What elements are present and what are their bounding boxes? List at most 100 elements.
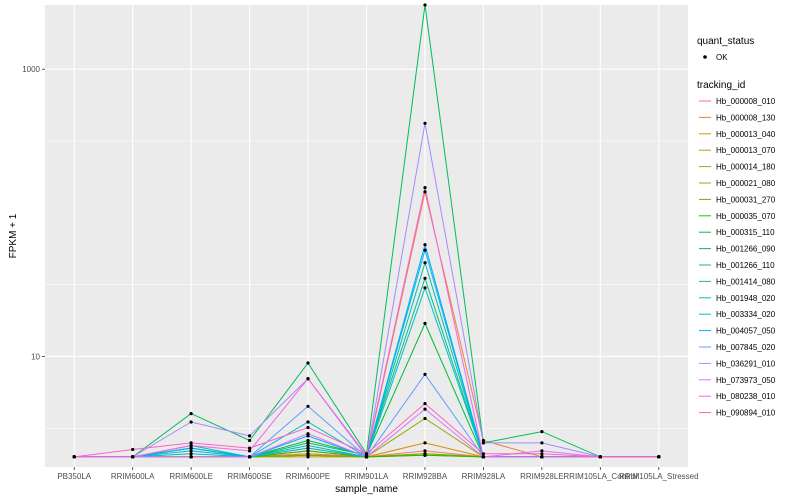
x-tick-label: PB350LA <box>57 472 91 481</box>
legend-label: Hb_000013_040 <box>716 130 776 139</box>
data-point <box>189 443 193 448</box>
data-point <box>423 3 427 7</box>
data-point <box>248 438 252 443</box>
data-point <box>423 441 427 445</box>
legend-item: Hb_000035_070 <box>699 212 776 221</box>
data-point <box>423 186 427 190</box>
data-point <box>598 455 602 459</box>
legend-label: Hb_003334_020 <box>716 310 776 319</box>
x-tick-label: RRIM105LA_Stressed <box>619 472 699 481</box>
legend-label: Hb_000315_110 <box>716 228 775 237</box>
legend-item: Hb_000008_130 <box>699 113 776 122</box>
x-tick-label: RRIM928LE <box>520 472 564 481</box>
legend-item: Hb_004057_050 <box>699 327 776 336</box>
legend-items: Hb_000008_010 Hb_000008_130 Hb_000013_040 H… <box>699 97 776 418</box>
y-axis-title: FPKM + 1 <box>8 213 19 258</box>
data-point <box>189 420 193 424</box>
x-tick-label: RRIM600LE <box>169 472 213 481</box>
data-point <box>423 261 427 265</box>
legend-label: Hb_000014_180 <box>716 163 776 172</box>
data-point <box>423 121 427 125</box>
data-point <box>423 248 427 252</box>
legend-label: Hb_001266_110 <box>716 261 775 270</box>
data-point <box>131 447 135 452</box>
legend-label: Hb_007845_020 <box>716 343 776 352</box>
data-point <box>306 432 310 436</box>
legend-label: Hb_001414_080 <box>716 277 776 286</box>
legend-item: Hb_001266_110 <box>699 261 775 270</box>
data-point <box>540 430 544 434</box>
legend-item: Hb_007845_020 <box>699 343 776 352</box>
x-tick-label: RRIM928LA <box>462 472 506 481</box>
data-point <box>423 286 427 290</box>
x-tick-label: RRIM600LA <box>111 472 155 481</box>
legend-item: Hb_000021_080 <box>699 179 776 188</box>
legend-label: Hb_001266_090 <box>716 245 776 254</box>
x-tick-label: RRIM928BA <box>403 472 448 481</box>
legend-label: Hb_000013_070 <box>716 146 776 155</box>
x-axis-title: sample_name <box>335 484 398 495</box>
legend-shape-key <box>703 55 707 59</box>
x-axis: PB350LA RRIM600LA RRIM600LE RRIM600SE RRIM60… <box>57 467 699 481</box>
data-point <box>423 243 427 247</box>
data-point <box>481 452 485 456</box>
data-point <box>189 452 193 456</box>
data-point <box>540 455 544 459</box>
data-point <box>306 425 310 430</box>
legend-item: Hb_001948_020 <box>699 294 776 303</box>
legend: quant_status OK tracking_id Hb_000008_01… <box>697 36 776 418</box>
legend-item: Hb_000013_040 <box>699 130 776 139</box>
data-point <box>364 452 369 456</box>
y-tick-label: 1000 <box>22 65 40 74</box>
legend-item: Hb_000014_180 <box>699 163 776 172</box>
legend-item: Hb_090894_010 <box>699 409 776 418</box>
data-point <box>540 441 544 445</box>
legend-item: Hb_073973_050 <box>699 376 776 385</box>
legend-label: Hb_004057_050 <box>716 327 776 336</box>
data-point <box>423 276 427 280</box>
data-point <box>306 420 310 424</box>
legend-label: Hb_080238_010 <box>716 392 776 401</box>
data-point <box>657 455 661 459</box>
x-tick-label: RRIM105LA_Control <box>563 472 637 481</box>
legend-shape-title: quant_status <box>697 36 754 47</box>
data-point <box>131 455 135 459</box>
data-point <box>72 455 76 459</box>
x-tick-label: RRIM901LA <box>345 472 389 481</box>
legend-label: Hb_036291_010 <box>716 359 776 368</box>
data-point <box>189 441 193 445</box>
legend-label: Hb_000008_010 <box>716 97 776 106</box>
data-point <box>540 452 544 456</box>
data-point <box>423 190 427 194</box>
data-point <box>306 443 310 448</box>
y-axis: 10 1000 <box>22 65 45 361</box>
legend-item: Hb_000315_110 <box>699 228 775 237</box>
data-point <box>306 449 310 453</box>
data-point <box>540 449 544 453</box>
data-point <box>248 446 252 450</box>
x-tick-label: RRIM600SE <box>227 472 271 481</box>
data-point <box>306 434 310 438</box>
data-point <box>423 453 427 457</box>
data-point <box>306 446 310 450</box>
legend-item: Hb_001414_080 <box>699 277 776 286</box>
data-point <box>306 441 310 445</box>
legend-label: Hb_000008_130 <box>716 113 776 122</box>
legend-item: Hb_036291_010 <box>699 359 776 368</box>
legend-label: Hb_000031_270 <box>716 195 776 204</box>
data-point <box>306 377 310 381</box>
data-point <box>481 438 485 443</box>
data-point <box>481 455 485 459</box>
data-point <box>423 407 427 411</box>
data-point <box>423 416 427 421</box>
data-point <box>481 441 485 445</box>
data-point <box>423 321 427 325</box>
data-point <box>423 402 427 406</box>
data-point <box>306 404 310 408</box>
legend-label: Hb_090894_010 <box>716 409 776 418</box>
legend-label: Hb_000021_080 <box>716 179 776 188</box>
data-point <box>189 449 193 453</box>
legend-item: Hb_001266_090 <box>699 245 776 254</box>
legend-item: Hb_080238_010 <box>699 392 776 401</box>
